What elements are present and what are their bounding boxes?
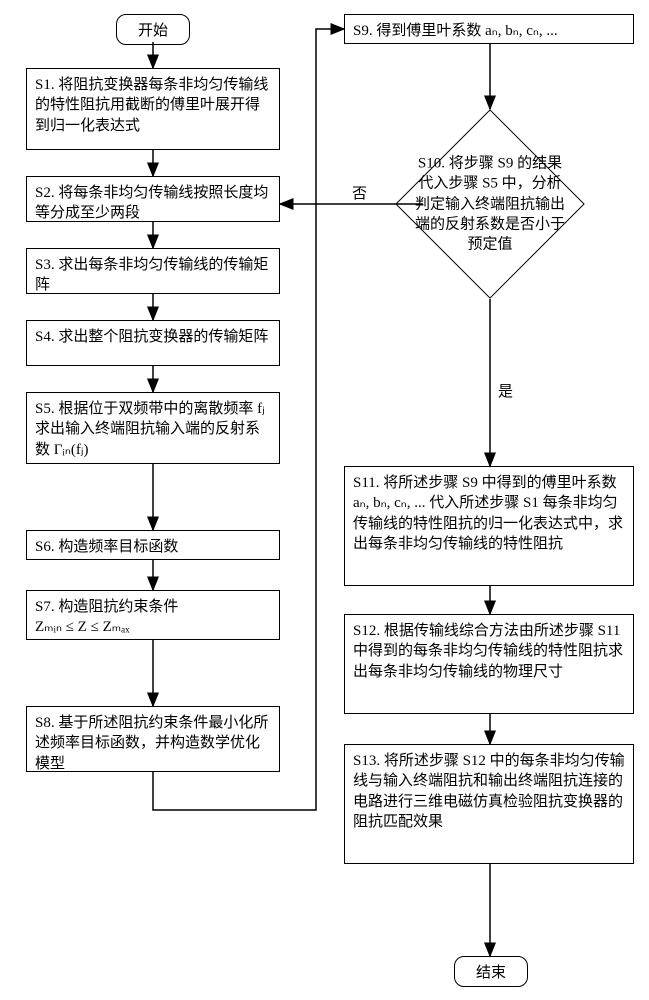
decision-no-label: 否 (352, 182, 367, 203)
step-s9: S9. 得到傅里叶系数 aₙ, bₙ, cₙ, ... (344, 14, 634, 44)
step-s5: S5. 根据位于双频带中的离散频率 fⱼ 求出输入终端阻抗输入端的反射系数 Γᵢ… (26, 392, 280, 464)
s6-text: S6. 构造频率目标函数 (35, 539, 178, 555)
step-s11: S11. 将所述步骤 S9 中得到的傅里叶系数 aₙ, bₙ, cₙ, ... … (344, 466, 634, 586)
step-s7: S7. 构造阻抗约束条件 Zₘᵢₙ ≤ Z ≤ Zₘₐₓ (26, 590, 280, 640)
terminal-end: 结束 (454, 956, 528, 987)
step-s4: S4. 求出整个阻抗变换器的传输矩阵 (26, 320, 280, 366)
s13-text: S13. 将所述步骤 S12 中的每条非均匀传输线与输入终端阻抗和输出终端阻抗连… (353, 753, 625, 830)
step-s6: S6. 构造频率目标函数 (26, 530, 280, 560)
step-s8: S8. 基于所述阻抗约束条件最小化所述频率目标函数，并构造数学优化模型 (26, 706, 280, 772)
end-label: 结束 (476, 965, 506, 981)
s5-text: S5. 根据位于双频带中的离散频率 fⱼ 求出输入终端阻抗输入端的反射系数 Γᵢ… (35, 401, 265, 458)
s1-text: S1. 将阻抗变换器每条非均匀传输线的特性阻抗用截断的傅里叶展开得到归一化表达式 (35, 77, 268, 134)
s8-text: S8. 基于所述阻抗约束条件最小化所述频率目标函数，并构造数学优化模型 (35, 715, 268, 772)
terminal-start: 开始 (116, 14, 190, 45)
step-s1: S1. 将阻抗变换器每条非均匀传输线的特性阻抗用截断的傅里叶展开得到归一化表达式 (26, 68, 280, 150)
s2-text: S2. 将每条非均匀传输线按照长度均等分成至少两段 (35, 185, 268, 221)
s12-text: S12. 根据传输线综合方法由所述步骤 S11 中得到的每条非均匀传输线的特性阻… (353, 623, 623, 680)
s4-text: S4. 求出整个阻抗变换器的传输矩阵 (35, 329, 268, 345)
step-s2: S2. 将每条非均匀传输线按照长度均等分成至少两段 (26, 176, 280, 222)
s9-text: S9. 得到傅里叶系数 aₙ, bₙ, cₙ, ... (353, 23, 558, 39)
step-s10: S10. 将步骤 S9 的结果代入步骤 S5 中，分析判定输入终端阻抗输出端的反… (395, 109, 585, 299)
s3-text: S3. 求出每条非均匀传输线的传输矩阵 (35, 257, 268, 293)
step-s13: S13. 将所述步骤 S12 中的每条非均匀传输线与输入终端阻抗和输出终端阻抗连… (344, 744, 634, 864)
step-s3: S3. 求出每条非均匀传输线的传输矩阵 (26, 248, 280, 294)
start-label: 开始 (138, 23, 168, 39)
s11-text: S11. 将所述步骤 S9 中得到的傅里叶系数 aₙ, bₙ, cₙ, ... … (353, 475, 623, 552)
step-s12: S12. 根据传输线综合方法由所述步骤 S11 中得到的每条非均匀传输线的特性阻… (344, 614, 634, 714)
decision-yes-label: 是 (498, 380, 513, 401)
s7-text: S7. 构造阻抗约束条件 Zₘᵢₙ ≤ Z ≤ Zₘₐₓ (35, 599, 178, 635)
